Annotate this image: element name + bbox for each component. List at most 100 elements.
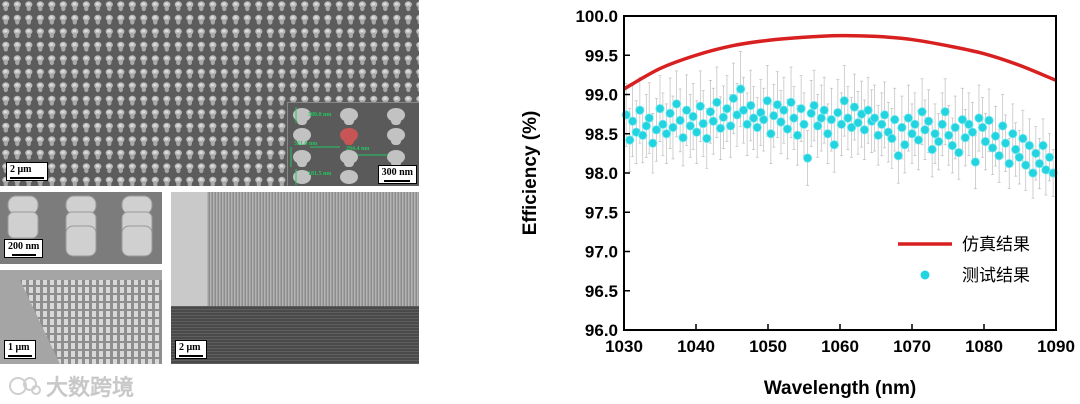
measured-point [725,121,736,131]
measured-point [746,100,756,111]
measured-point [1028,168,1038,178]
measured-point [655,104,665,114]
measured-point [1044,152,1055,162]
measured-point [869,113,880,123]
measured-point [635,105,645,115]
measured-point [1008,129,1018,139]
y-tick-label: 96.5 [585,282,618,301]
measured-point [1004,158,1014,169]
measured-point [692,127,702,137]
measured-point [813,121,823,131]
measured-point [920,125,930,135]
measured-points-layer [621,84,1058,178]
measured-point [859,125,870,135]
measured-point [988,143,998,153]
measured-point [749,113,759,123]
measured-point [873,130,883,140]
measured-point [937,119,947,129]
measured-point [990,131,1001,141]
measured-point [786,97,796,107]
sem-tilted-closeup-panel: 200 nm [0,192,162,264]
measured-point [849,102,859,112]
y-tick-label: 100.0 [575,7,618,26]
measured-point [957,115,967,125]
measured-point [927,144,937,155]
measured-point [648,138,658,148]
top-view-scale-bar: 2 μm [6,162,48,181]
watermark-text: 大数跨境 [46,376,135,401]
edge-view-scale-bar: 2 μm [175,340,207,359]
measured-point [947,140,957,151]
measured-point [769,111,779,121]
sem-edge-view-panel: 2 μm [171,192,419,364]
measured-point [738,105,749,115]
legend-measured-swatch [920,270,930,280]
measured-point [682,105,692,115]
x-tick-label: 1080 [965,337,1003,356]
closeup-scale-label: 200 nm [8,241,40,252]
chart-legend: 仿真结果 测试结果 [898,235,1030,285]
x-axis-label: Wavelength (nm) [764,378,916,399]
measured-point [1038,140,1048,151]
inset-dim-1: 300.0 nm [308,112,332,118]
legend-simulation-label: 仿真结果 [962,235,1030,254]
watermark: 大数跨境 [8,370,134,402]
measured-point [877,119,887,129]
top-view-scale-label: 2 μm [10,164,32,175]
measured-point [641,121,651,131]
measured-point [839,96,849,106]
y-tick-label: 97.5 [585,203,618,222]
measured-point [903,113,913,123]
measured-point [967,127,978,137]
measured-point [638,130,648,140]
measured-point [823,129,833,139]
measured-point [722,104,732,114]
measured-point [685,121,695,131]
measured-point [960,133,970,143]
measured-point [900,140,910,150]
measured-point [833,107,843,118]
measured-point [934,137,944,147]
measured-point [772,100,782,110]
measured-point [826,115,836,125]
measured-point [944,130,954,140]
measured-point [1024,140,1034,151]
measured-point [718,112,728,122]
measured-point [705,107,715,117]
measured-point [880,110,890,120]
measured-point [665,108,675,118]
measured-point [799,119,809,129]
measured-point [994,151,1004,161]
measured-point [661,129,672,139]
x-tick-label: 1040 [677,337,715,356]
measured-point [1014,152,1024,162]
measured-point [950,122,960,133]
inset-pillars-image [290,107,405,185]
measured-point [796,104,806,114]
measured-point [863,105,873,115]
measured-point [752,122,762,133]
y-tick-label: 98.5 [585,125,618,144]
measured-point [712,97,722,107]
measured-point [644,113,654,123]
y-tick-label: 99.0 [585,86,618,105]
measured-point [806,108,816,118]
measured-point [977,122,988,133]
measured-point [802,153,813,163]
edge-view-scale-label: 2 μm [179,342,201,353]
measured-point [970,157,980,167]
measured-point [678,133,688,143]
y-axis-ticks: 96.0 96.5 97.0 97.5 98.0 98.5 99.0 99.5 100.0 [575,7,630,340]
x-tick-label: 1030 [605,337,643,356]
measured-point [893,151,903,161]
closeup-scale-bar: 200 nm [4,239,44,258]
sem-tilted-array-panel: 1 μm [0,270,162,364]
measured-point [628,116,638,126]
measured-point [954,147,964,158]
x-tick-label: 1050 [749,337,787,356]
measured-point [789,113,799,123]
x-axis-ticks: 1030 1040 1050 1060 1070 1080 1090 [605,324,1075,356]
measured-point [887,133,897,144]
inset-scale-bar: 300 nm [377,165,417,184]
measured-point [702,133,712,144]
